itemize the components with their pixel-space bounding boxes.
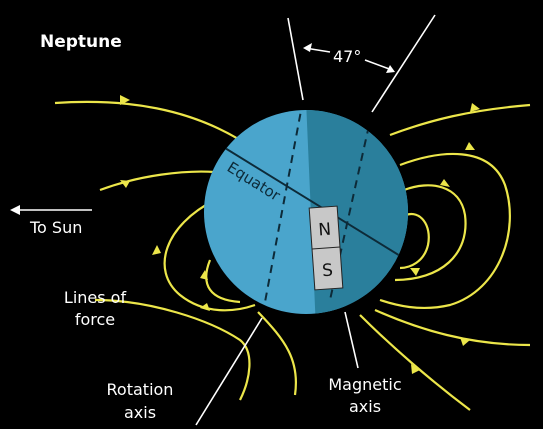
field-line: [399, 212, 430, 270]
field-arrow: [120, 180, 130, 188]
sun-arrow-head: [10, 205, 20, 215]
field-line: [374, 308, 531, 347]
field-arrow: [411, 364, 420, 374]
to-sun-label: To Sun: [29, 218, 82, 237]
south-label: S: [322, 261, 334, 282]
magnetic-axis: [344, 311, 359, 369]
field-arrow: [440, 179, 450, 187]
field-lines: [54, 95, 531, 411]
field-arrow: [470, 103, 480, 112]
field-arrow: [152, 245, 161, 255]
field-line: [163, 199, 256, 312]
field-line: [257, 311, 298, 396]
field-arrow: [465, 142, 475, 150]
lines-of-force-label: Lines of: [64, 288, 127, 307]
lines-of-force-label: force: [75, 310, 115, 329]
field-line: [359, 314, 471, 411]
field-line: [379, 152, 511, 310]
field-line: [94, 298, 251, 401]
magnetic-axis: [371, 14, 436, 113]
title: Neptune: [40, 32, 122, 52]
field-line: [99, 170, 216, 192]
field-line: [54, 100, 241, 141]
field-arrow: [460, 337, 470, 346]
field-line: [394, 184, 467, 282]
magnetic-axis-label: Magnetic: [328, 375, 401, 394]
field-arrow: [200, 303, 210, 311]
magnetic-axis-label: axis: [349, 397, 381, 416]
field-line: [389, 103, 531, 137]
angle-label: 47°: [333, 47, 361, 66]
field-arrow: [120, 95, 130, 105]
field-line: [205, 259, 241, 304]
angle-arrow-head: [303, 43, 312, 52]
magnet: N S: [308, 205, 344, 291]
north-label: N: [318, 220, 332, 241]
rotation-axis: [195, 317, 263, 426]
field-arrow: [410, 268, 420, 276]
rotation-axis-label: Rotation: [107, 380, 174, 399]
angle-arrow: [364, 59, 393, 71]
rotation-axis: [287, 17, 304, 101]
rotation-axis-label: axis: [124, 403, 156, 422]
field-arrow: [200, 270, 208, 280]
angle-arrow-head: [386, 65, 395, 73]
